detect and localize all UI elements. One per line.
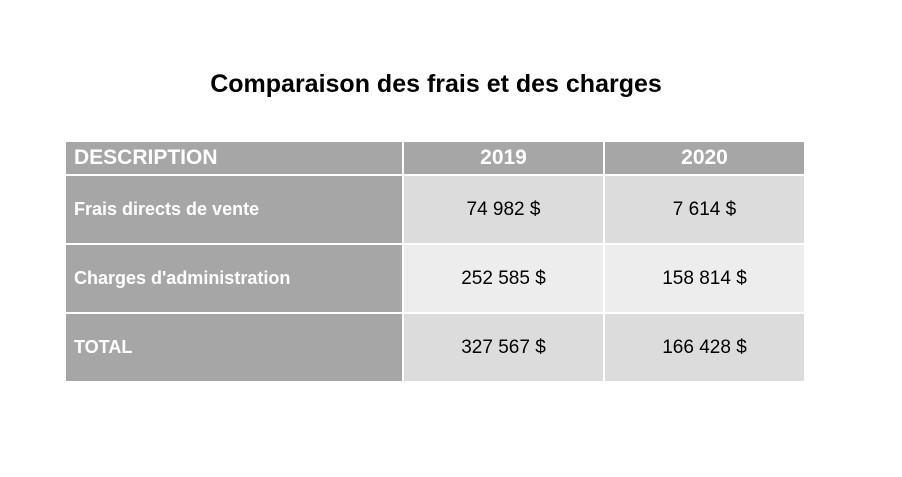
value-2020: 158 814 $ <box>603 243 806 314</box>
header-description: DESCRIPTION <box>64 140 404 176</box>
value-2019: 74 982 $ <box>402 174 605 245</box>
header-2019: 2019 <box>402 140 605 176</box>
row-label: Charges d'administration <box>64 243 404 314</box>
page-title: Comparaison des frais et des charges <box>210 70 662 98</box>
comparison-table: DESCRIPTION 2019 2020 Frais directs de v… <box>64 140 806 383</box>
table-row: Charges d'administration 252 585 $ 158 8… <box>64 243 806 314</box>
row-label: TOTAL <box>64 312 404 383</box>
value-2020: 166 428 $ <box>603 312 806 383</box>
value-2019: 252 585 $ <box>402 243 605 314</box>
table-row: Frais directs de vente 74 982 $ 7 614 $ <box>64 174 806 245</box>
value-2019: 327 567 $ <box>402 312 605 383</box>
table-header-row: DESCRIPTION 2019 2020 <box>64 140 806 176</box>
value-2020: 7 614 $ <box>603 174 806 245</box>
row-label: Frais directs de vente <box>64 174 404 245</box>
table-row: TOTAL 327 567 $ 166 428 $ <box>64 312 806 383</box>
header-2020: 2020 <box>603 140 806 176</box>
